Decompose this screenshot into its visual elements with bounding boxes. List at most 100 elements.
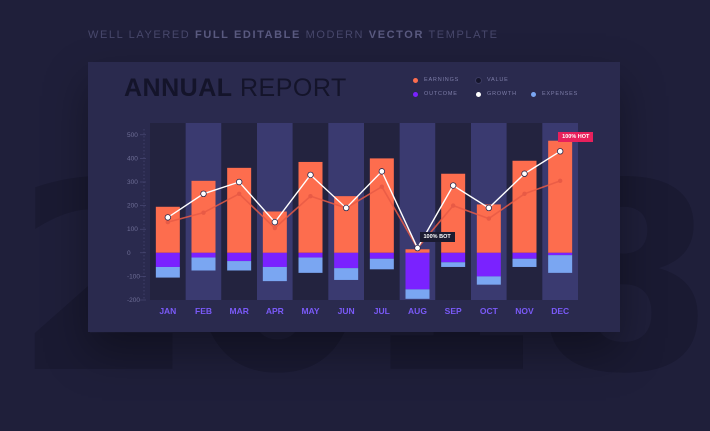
- value-point: [201, 210, 206, 215]
- growth-point: [164, 214, 172, 221]
- legend-label: OUTCOME: [424, 91, 458, 97]
- legend-label: EARNINGS: [424, 77, 460, 83]
- legend-swatch: [531, 91, 536, 97]
- legend-item-earnings: EARNINGS: [413, 77, 459, 83]
- value-point: [522, 191, 527, 196]
- y-tick-label: -100: [127, 273, 140, 280]
- growth-point: [485, 204, 493, 212]
- value-point: [308, 193, 313, 199]
- expenses-bar: [441, 262, 466, 267]
- expenses-bar: [262, 266, 287, 282]
- expenses-bar: [512, 258, 537, 267]
- x-tick-label: JAN: [159, 306, 176, 316]
- chart-title-light: REPORT: [232, 74, 347, 102]
- y-tick-label: 500: [127, 132, 138, 139]
- outcome-bar: [369, 252, 394, 259]
- outcome-bar: [441, 252, 466, 263]
- growth-point: [200, 190, 207, 197]
- legend-label: EXPENSES: [542, 91, 579, 97]
- legend-swatch: [476, 77, 481, 83]
- expenses-bar: [227, 261, 252, 271]
- value-point: [272, 225, 278, 231]
- x-tick-label: AUG: [408, 306, 427, 316]
- headline-part: MODERN: [300, 29, 369, 41]
- legend-swatch: [413, 91, 418, 97]
- x-tick-label: MAY: [301, 306, 319, 316]
- expenses-bar: [298, 257, 323, 273]
- y-tick-label: -200: [127, 297, 140, 304]
- x-tick-label: APR: [266, 306, 284, 316]
- legend-item-growth: GROWTH: [476, 91, 517, 97]
- expenses-bar: [369, 258, 394, 270]
- legend-item-outcome: OUTCOME: [413, 91, 458, 97]
- outcome-bar: [155, 252, 180, 267]
- growth-point: [378, 168, 386, 175]
- growth-line: [167, 150, 561, 250]
- annotation-bot-badge: 100% BOT: [419, 232, 455, 243]
- growth-point: [271, 218, 279, 226]
- outcome-bar: [512, 252, 537, 259]
- y-tick-label: 200: [127, 203, 138, 210]
- earnings-bar: [548, 140, 573, 253]
- y-tick-label: 100: [127, 226, 138, 233]
- growth-point: [449, 182, 457, 189]
- headline-part: WELL LAYERED: [88, 29, 195, 41]
- expenses-bar: [155, 266, 180, 278]
- x-tick-label: OCT: [480, 306, 499, 316]
- value-line: [167, 180, 561, 250]
- outcome-bar: [334, 252, 359, 269]
- value-point: [450, 203, 456, 208]
- growth-point: [235, 178, 243, 186]
- earnings-bar: [155, 206, 180, 253]
- legend-item-value: VALUE: [476, 77, 509, 83]
- bar-chart: 500 400 300 200 100 0 -100 -200 JAN FEB MAR APR MAY J…: [127, 123, 578, 316]
- value-point: [486, 216, 492, 221]
- outcome-bar: [227, 252, 252, 262]
- outcome-bar: [298, 252, 323, 258]
- expenses-bar: [476, 276, 501, 285]
- chart-title-bold: ANNUAL: [124, 74, 233, 102]
- legend-item-expenses: EXPENSES: [531, 91, 578, 97]
- x-tick-label: DEC: [551, 306, 569, 316]
- growth-point: [307, 171, 314, 179]
- expenses-bar: [334, 268, 359, 280]
- y-tick-label: 400: [127, 155, 138, 162]
- expenses-bar: [405, 289, 430, 299]
- earnings-bar: [476, 204, 501, 253]
- outcome-bar: [405, 252, 430, 290]
- value-point: [557, 178, 563, 184]
- headline-emphasis: VECTOR: [368, 29, 425, 41]
- x-tick-label: JUN: [338, 306, 355, 316]
- annotation-hot-badge: 100% HOT: [558, 132, 594, 143]
- legend-label: VALUE: [487, 77, 509, 83]
- legend-label: GROWTH: [487, 91, 517, 97]
- expenses-bar: [191, 257, 216, 271]
- x-tick-label: SEP: [445, 306, 462, 316]
- growth-point: [556, 148, 564, 155]
- growth-point: [342, 204, 350, 212]
- headline-emphasis: FULL EDITABLE: [195, 29, 301, 41]
- expenses-bar: [548, 255, 573, 273]
- legend-swatch: [413, 77, 418, 83]
- x-tick-label: FEB: [195, 306, 212, 316]
- legend-swatch: [476, 91, 481, 97]
- x-tick-label: MAR: [229, 306, 248, 316]
- growth-point: [521, 170, 528, 177]
- outcome-bar: [191, 252, 216, 258]
- y-tick-label: 0: [127, 250, 131, 257]
- outcome-bar: [476, 252, 501, 277]
- legend: EARNINGS VALUE OUTCOME GROWTH EXPENSES: [413, 77, 593, 103]
- chart-title: ANNUAL REPORT: [124, 74, 347, 103]
- value-point: [165, 219, 171, 225]
- x-tick-label: JUL: [374, 306, 390, 316]
- growth-point: [414, 244, 421, 252]
- outcome-bar: [262, 252, 287, 267]
- headline-part: TEMPLATE: [424, 29, 499, 41]
- value-point: [379, 184, 385, 189]
- outcome-bar: [548, 252, 573, 256]
- y-tick-label: 300: [127, 179, 138, 186]
- earnings-bar: [262, 211, 287, 253]
- value-point: [236, 191, 242, 196]
- x-tick-label: NOV: [515, 306, 534, 316]
- headline: WELL LAYERED FULL EDITABLE MODERN VECTOR…: [88, 29, 499, 41]
